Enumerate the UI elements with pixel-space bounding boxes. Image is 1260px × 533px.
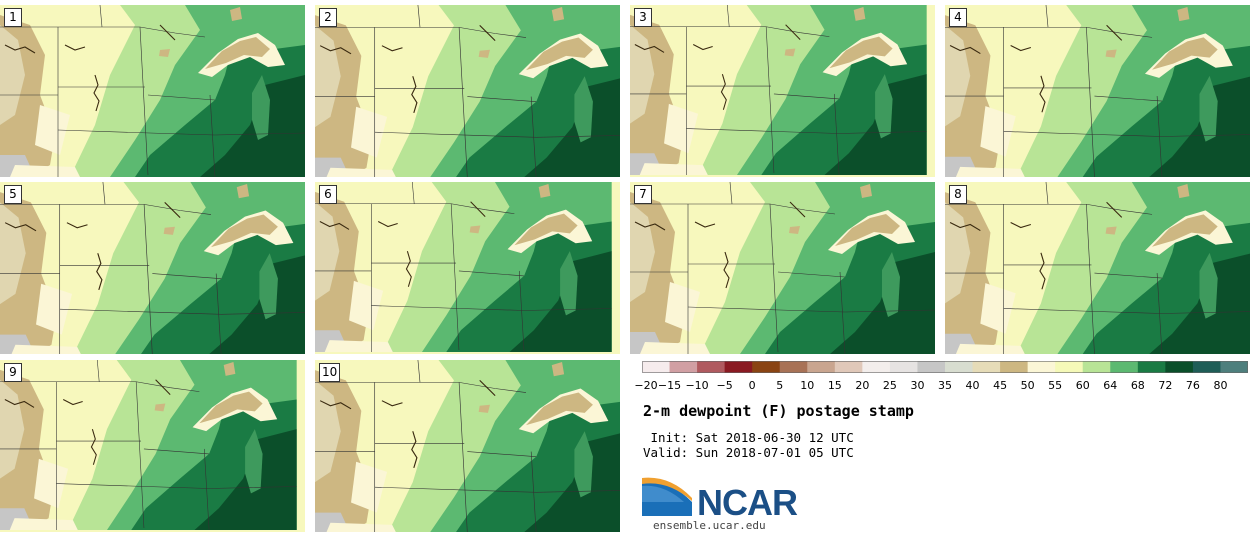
- init-time: Init: Sat 2018-06-30 12 UTC: [643, 430, 854, 445]
- panel-number-label: 4: [949, 8, 967, 27]
- colorbar-swatch: [834, 361, 863, 373]
- colorbar-swatch: [889, 361, 918, 373]
- colorbar-tick-label: 0: [748, 379, 756, 392]
- colorbar-tick-label: 40: [965, 379, 980, 392]
- dewpoint-map: [630, 5, 927, 176]
- colorbar-tick-label: 50: [1020, 379, 1035, 392]
- colorbar-tick-label: 80: [1213, 379, 1228, 392]
- ncar-logo-text: NCAR: [697, 482, 798, 523]
- postage-stamp-panel: 2: [315, 5, 620, 177]
- dewpoint-map: [315, 182, 612, 353]
- colorbar-tick-label: −5: [716, 379, 733, 392]
- panel-number-label: 2: [319, 8, 337, 27]
- colorbar-swatch: [724, 361, 753, 373]
- panel-number-label: 5: [4, 185, 22, 204]
- colorbar-swatch: [807, 361, 836, 373]
- colorbar-swatch: [917, 361, 946, 373]
- dewpoint-colorbar: [642, 361, 1248, 373]
- postage-stamp-panel: 7: [630, 182, 935, 354]
- colorbar-swatch: [642, 361, 671, 373]
- postage-stamp-panel: 8: [945, 182, 1250, 354]
- colorbar-swatch: [1000, 361, 1029, 373]
- dewpoint-map: [315, 5, 620, 177]
- panel-number-label: 6: [319, 185, 337, 204]
- ncar-logo-icon: [642, 477, 692, 516]
- colorbar-swatch: [752, 361, 781, 373]
- colorbar-swatch: [697, 361, 726, 373]
- panel-number-label: 3: [634, 8, 652, 27]
- colorbar-tick-label: 35: [938, 379, 952, 392]
- colorbar-tick-label: 30: [910, 379, 925, 392]
- postage-stamp-panel: 5: [0, 182, 305, 354]
- colorbar-swatch: [779, 361, 808, 373]
- colorbar-tick-label: 15: [827, 379, 842, 392]
- postage-stamp-panel: 6: [315, 182, 620, 354]
- panel-number-label: 9: [4, 363, 22, 382]
- colorbar-tick-label: 68: [1130, 379, 1145, 392]
- colorbar-swatch: [972, 361, 1001, 373]
- dewpoint-map: [630, 182, 935, 354]
- colorbar-tick-label: −10: [685, 379, 709, 392]
- colorbar-swatch: [1110, 361, 1139, 373]
- dewpoint-map: [0, 182, 305, 354]
- postage-stamp-panel: 1: [0, 5, 305, 177]
- colorbar-tick-label: 76: [1185, 379, 1200, 392]
- valid-time: Valid: Sun 2018-07-01 05 UTC: [643, 445, 854, 460]
- colorbar-swatch: [945, 361, 974, 373]
- postage-stamp-panel: 4: [945, 5, 1250, 177]
- colorbar-tick-label: 64: [1103, 379, 1118, 392]
- colorbar-tick-label: 60: [1075, 379, 1090, 392]
- plot-title: 2-m dewpoint (F) postage stamp: [643, 402, 914, 420]
- dewpoint-map: [945, 182, 1250, 354]
- colorbar-swatch: [1137, 361, 1166, 373]
- colorbar-tick-label: 20: [855, 379, 870, 392]
- dewpoint-map: [945, 5, 1250, 177]
- colorbar-swatch: [1027, 361, 1056, 373]
- colorbar-swatch: [1220, 361, 1248, 373]
- colorbar-tick-label: 55: [1048, 379, 1063, 392]
- colorbar-swatch: [1192, 361, 1221, 373]
- dewpoint-map: [315, 360, 620, 532]
- postage-stamp-panel: 10: [315, 360, 620, 532]
- colorbar-swatch: [862, 361, 891, 373]
- panel-number-label: 7: [634, 185, 652, 204]
- colorbar-tick-label: 45: [993, 379, 1008, 392]
- colorbar-tick-label: −15: [657, 379, 682, 392]
- colorbar-swatch: [1165, 361, 1194, 373]
- panel-number-label: 1: [4, 8, 22, 27]
- dewpoint-map: [0, 5, 305, 177]
- postage-stamp-panel: 3: [630, 5, 935, 177]
- colorbar-swatch: [1055, 361, 1084, 373]
- colorbar-swatch: [1082, 361, 1111, 373]
- colorbar-tick-label: 25: [882, 379, 897, 392]
- colorbar-tick-label: −20: [634, 379, 658, 392]
- colorbar-tick-label: 10: [800, 379, 815, 392]
- colorbar-tick-label: 72: [1158, 379, 1173, 392]
- panel-number-label: 10: [319, 363, 341, 382]
- site-url: ensemble.ucar.edu: [653, 519, 766, 532]
- dewpoint-map: [0, 360, 297, 531]
- panel-number-label: 8: [949, 185, 967, 204]
- colorbar-tick-label: 5: [776, 379, 784, 392]
- postage-stamp-panel: 9: [0, 360, 305, 532]
- colorbar-outline: [642, 361, 1248, 373]
- colorbar-swatch: [669, 361, 698, 373]
